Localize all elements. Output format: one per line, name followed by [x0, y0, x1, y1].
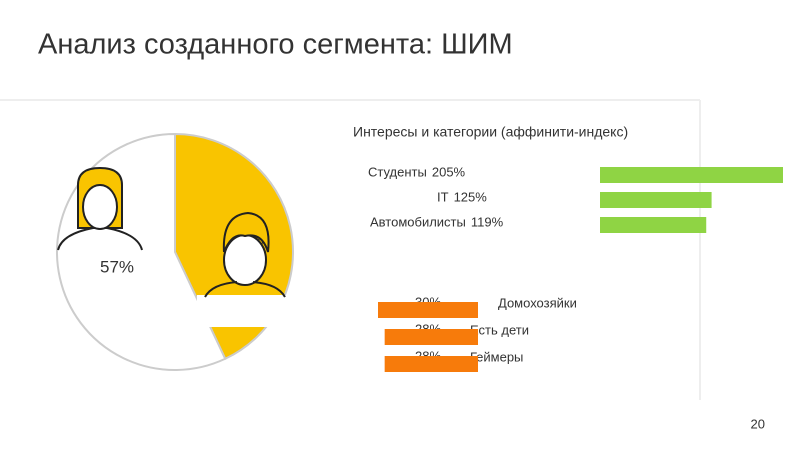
category-label: Есть дети [470, 322, 529, 337]
bar [384, 356, 478, 372]
category-label: Студенты [368, 164, 427, 179]
page-number: 20 [751, 416, 765, 431]
bar [600, 192, 712, 208]
bar-chart-title: Интересы и категории (аффинити-индекс) [353, 124, 628, 140]
man-body [204, 281, 286, 298]
woman-body [57, 227, 143, 251]
category-label: Геймеры [470, 349, 523, 364]
pie-label: 57% [100, 257, 134, 276]
value-label: 125% [454, 189, 488, 204]
bar [600, 217, 707, 233]
value-label: 205% [432, 164, 466, 179]
woman-face [82, 184, 118, 230]
slide-title: Анализ созданного сегмента: ШИМ [38, 29, 513, 61]
category-label: Домохозяйки [498, 295, 577, 310]
man-face [223, 234, 267, 286]
icons [57, 166, 293, 327]
man-hair [222, 211, 270, 253]
bar [384, 329, 478, 345]
man-shirt [197, 295, 293, 327]
bar [600, 167, 783, 183]
value-label: 119% [471, 214, 504, 229]
category-label: IT [437, 189, 449, 204]
category-label: Автомобилисты [370, 214, 466, 229]
bar-charts: Интересы и категории (аффинити-индекс) Ст… [353, 124, 783, 372]
bar [378, 302, 478, 318]
